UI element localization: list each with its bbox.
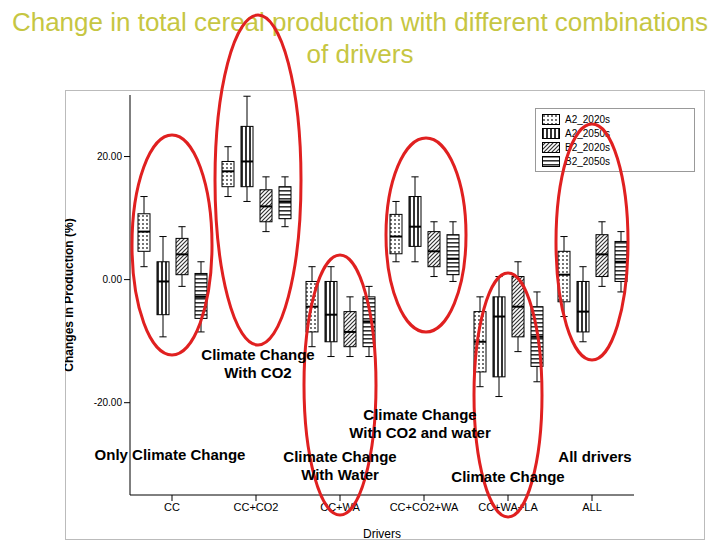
svg-text:ALL: ALL <box>582 501 602 513</box>
svg-text:Drivers: Drivers <box>363 527 401 540</box>
svg-text:20.00: 20.00 <box>97 151 122 162</box>
svg-text:CC+WA: CC+WA <box>320 501 360 513</box>
svg-text:Only Climate Change: Only Climate Change <box>95 446 246 463</box>
html-text:A2_2050s: A2_2050s <box>565 127 610 139</box>
svg-text:All drivers: All drivers <box>558 448 631 465</box>
html-text:Change in total cereal product: Change in total cereal production with d… <box>11 7 709 69</box>
html-text:B2_2050s: B2_2050s <box>565 155 610 167</box>
svg-text:Changes in Production (%): Changes in Production (%) <box>65 218 76 371</box>
html-text:B2_2020s: B2_2020s <box>565 141 610 153</box>
svg-text:CC: CC <box>164 501 180 513</box>
svg-text:CC+WA+LA: CC+WA+LA <box>478 501 538 513</box>
svg-text:-20.00: -20.00 <box>94 397 123 408</box>
svg-text:0.00: 0.00 <box>103 274 123 285</box>
svg-text:Climate ChangeWith Water: Climate ChangeWith Water <box>283 448 396 483</box>
svg-text:Climate ChangeWith CO2: Climate ChangeWith CO2 <box>201 346 314 381</box>
svg-text:CC+CO2: CC+CO2 <box>234 501 279 513</box>
svg-text:CC+CO2+WA: CC+CO2+WA <box>390 501 459 513</box>
svg-text:Climate ChangeWith CO2 and wat: Climate ChangeWith CO2 and water <box>349 406 491 441</box>
svg-text:Climate Change: Climate Change <box>451 468 564 485</box>
html-text:A2_2020s: A2_2020s <box>565 113 610 125</box>
